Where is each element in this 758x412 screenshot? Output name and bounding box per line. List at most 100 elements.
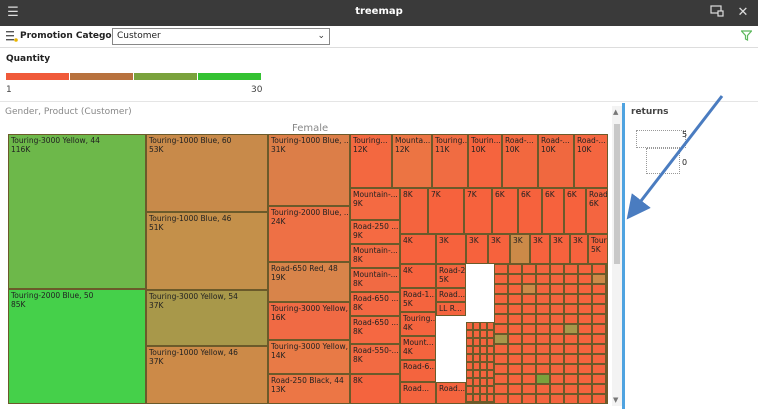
treemap-small-cell[interactable]: [550, 304, 564, 314]
treemap-small-cell[interactable]: [536, 314, 550, 324]
treemap-small-cell[interactable]: [536, 334, 550, 344]
treemap-small-cell[interactable]: [564, 384, 578, 394]
treemap-cell[interactable]: Road-... 10K: [538, 134, 574, 188]
panel-divider[interactable]: [622, 103, 625, 409]
treemap-small-cell[interactable]: [564, 364, 578, 374]
treemap-small-cell[interactable]: [550, 344, 564, 354]
treemap-small-cell[interactable]: [480, 378, 487, 386]
treemap-small-cell[interactable]: [494, 394, 508, 404]
treemap-small-cell[interactable]: [494, 274, 508, 284]
treemap-small-cell[interactable]: [508, 374, 522, 384]
treemap-small-cell[interactable]: [522, 284, 536, 294]
scrollbar-thumb[interactable]: [614, 124, 620, 264]
treemap-small-cell[interactable]: [480, 402, 487, 404]
treemap-small-cell[interactable]: [487, 322, 494, 330]
treemap-small-cell[interactable]: [487, 378, 494, 386]
treemap-small-cell[interactable]: [487, 346, 494, 354]
treemap-small-cell[interactable]: [480, 362, 487, 370]
treemap-small-cell[interactable]: [578, 334, 592, 344]
treemap-small-cell[interactable]: [508, 284, 522, 294]
treemap-small-cell[interactable]: [592, 334, 606, 344]
treemap-cell[interactable]: Touring-1000 Blue, 46 51K: [146, 212, 268, 290]
treemap-small-cell[interactable]: [522, 354, 536, 364]
treemap-cell[interactable]: 6K: [564, 188, 586, 234]
treemap-cell[interactable]: 6K: [542, 188, 564, 234]
treemap-small-cell[interactable]: [494, 264, 508, 274]
treemap-small-cell[interactable]: [592, 304, 606, 314]
treemap-small-cell[interactable]: [466, 402, 473, 404]
treemap-cell[interactable]: Road-1... 5K: [400, 288, 436, 312]
treemap-small-cell[interactable]: [473, 362, 480, 370]
funnel-icon[interactable]: [740, 30, 753, 44]
treemap-small-cell[interactable]: [522, 264, 536, 274]
treemap-small-cell[interactable]: [592, 384, 606, 394]
treemap-small-cell[interactable]: [473, 330, 480, 338]
treemap-cell[interactable]: 6K: [518, 188, 542, 234]
treemap-small-cell[interactable]: [606, 344, 608, 354]
treemap-small-cell[interactable]: [550, 324, 564, 334]
treemap-small-cell[interactable]: [606, 314, 608, 324]
treemap-cell[interactable]: 6K: [492, 188, 518, 234]
treemap-small-cell[interactable]: [487, 370, 494, 378]
treemap-small-cell[interactable]: [606, 384, 608, 394]
treemap-cell[interactable]: Road-250 Black, 44 13K: [268, 374, 350, 404]
treemap-small-cell[interactable]: [592, 394, 606, 404]
treemap-small-cell[interactable]: [578, 294, 592, 304]
treemap-small-cell[interactable]: [508, 304, 522, 314]
treemap-small-cell[interactable]: [564, 314, 578, 324]
treemap-small-cell[interactable]: [536, 294, 550, 304]
treemap-small-cell[interactable]: [508, 344, 522, 354]
treemap-small-cell[interactable]: [578, 384, 592, 394]
treemap-small-cell[interactable]: [522, 274, 536, 284]
treemap-small-cell[interactable]: [494, 334, 508, 344]
treemap-small-cell[interactable]: [487, 338, 494, 346]
presentation-mode-icon[interactable]: [708, 4, 726, 22]
treemap-cell[interactable]: 3K: [466, 234, 488, 264]
treemap-small-cell[interactable]: [487, 394, 494, 402]
treemap-small-cell[interactable]: [606, 364, 608, 374]
scroll-down-icon[interactable]: ▼: [613, 396, 619, 404]
treemap-small-cell[interactable]: [487, 354, 494, 362]
treemap-cell[interactable]: 4K: [400, 264, 436, 288]
treemap-small-cell[interactable]: [578, 374, 592, 384]
treemap-cell[interactable]: Road-650 Red, 48 19K: [268, 262, 350, 302]
treemap-small-cell[interactable]: [473, 322, 480, 330]
treemap-small-cell[interactable]: [550, 314, 564, 324]
treemap-small-cell[interactable]: [487, 330, 494, 338]
close-icon[interactable]: ✕: [737, 5, 749, 20]
treemap-small-cell[interactable]: [592, 284, 606, 294]
treemap-small-cell[interactable]: [550, 334, 564, 344]
treemap-cell[interactable]: Road-250 ... 9K: [350, 220, 400, 244]
treemap-small-cell[interactable]: [536, 304, 550, 314]
treemap-cell[interactable]: 3K: [550, 234, 570, 264]
treemap-small-cell[interactable]: [480, 354, 487, 362]
treemap-small-cell[interactable]: [466, 386, 473, 394]
treemap-small-cell[interactable]: [578, 394, 592, 404]
treemap-small-cell[interactable]: [480, 386, 487, 394]
treemap-cell[interactable]: Road-550-... 8K: [350, 344, 400, 374]
treemap-small-cell[interactable]: [592, 344, 606, 354]
treemap-small-cell[interactable]: [508, 264, 522, 274]
treemap-small-cell[interactable]: [466, 346, 473, 354]
treemap-cell[interactable]: Road-... 10K: [502, 134, 538, 188]
treemap-small-cell[interactable]: [480, 346, 487, 354]
treemap-small-cell[interactable]: [592, 324, 606, 334]
treemap-cell[interactable]: Road...: [436, 382, 466, 404]
treemap-small-cell[interactable]: [592, 294, 606, 304]
treemap[interactable]: Touring-3000 Yellow, 44 116K Touring-2000 …: [8, 134, 608, 404]
treemap-small-cell[interactable]: [592, 274, 606, 284]
treemap-small-cell[interactable]: [480, 322, 487, 330]
treemap-small-cell[interactable]: [466, 322, 473, 330]
treemap-small-cell[interactable]: [536, 384, 550, 394]
treemap-small-cell[interactable]: [564, 394, 578, 404]
treemap-small-cell[interactable]: [494, 354, 508, 364]
treemap-small-cell[interactable]: [522, 394, 536, 404]
treemap-small-cell[interactable]: [536, 344, 550, 354]
treemap-cell[interactable]: 7K: [428, 188, 464, 234]
treemap-small-cell[interactable]: [522, 384, 536, 394]
treemap-cell[interactable]: Road...: [436, 288, 466, 302]
treemap-small-cell[interactable]: [592, 374, 606, 384]
treemap-small-cell[interactable]: [550, 384, 564, 394]
treemap-cell[interactable]: Touring-3000 Yellow, ... 14K: [268, 340, 350, 374]
treemap-small-cell[interactable]: [550, 284, 564, 294]
